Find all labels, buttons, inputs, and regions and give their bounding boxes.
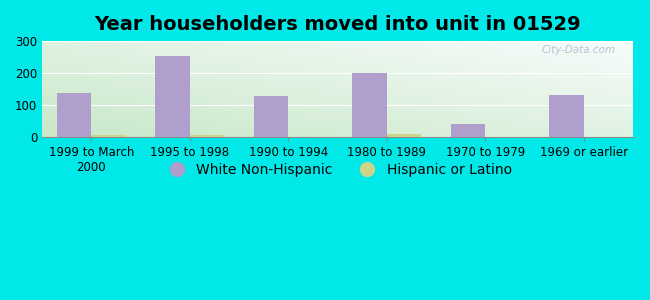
Text: City-Data.com: City-Data.com [541, 45, 615, 55]
Bar [190, 135, 224, 137]
Bar [549, 94, 584, 137]
Title: Year householders moved into unit in 01529: Year householders moved into unit in 015… [94, 15, 581, 34]
Bar [155, 56, 190, 137]
Bar [352, 74, 387, 137]
Bar [254, 96, 289, 137]
Legend: White Non-Hispanic, Hispanic or Latino: White Non-Hispanic, Hispanic or Latino [157, 157, 517, 182]
Bar [57, 93, 92, 137]
Bar [450, 124, 485, 137]
Bar [387, 134, 421, 137]
Bar [92, 135, 126, 137]
